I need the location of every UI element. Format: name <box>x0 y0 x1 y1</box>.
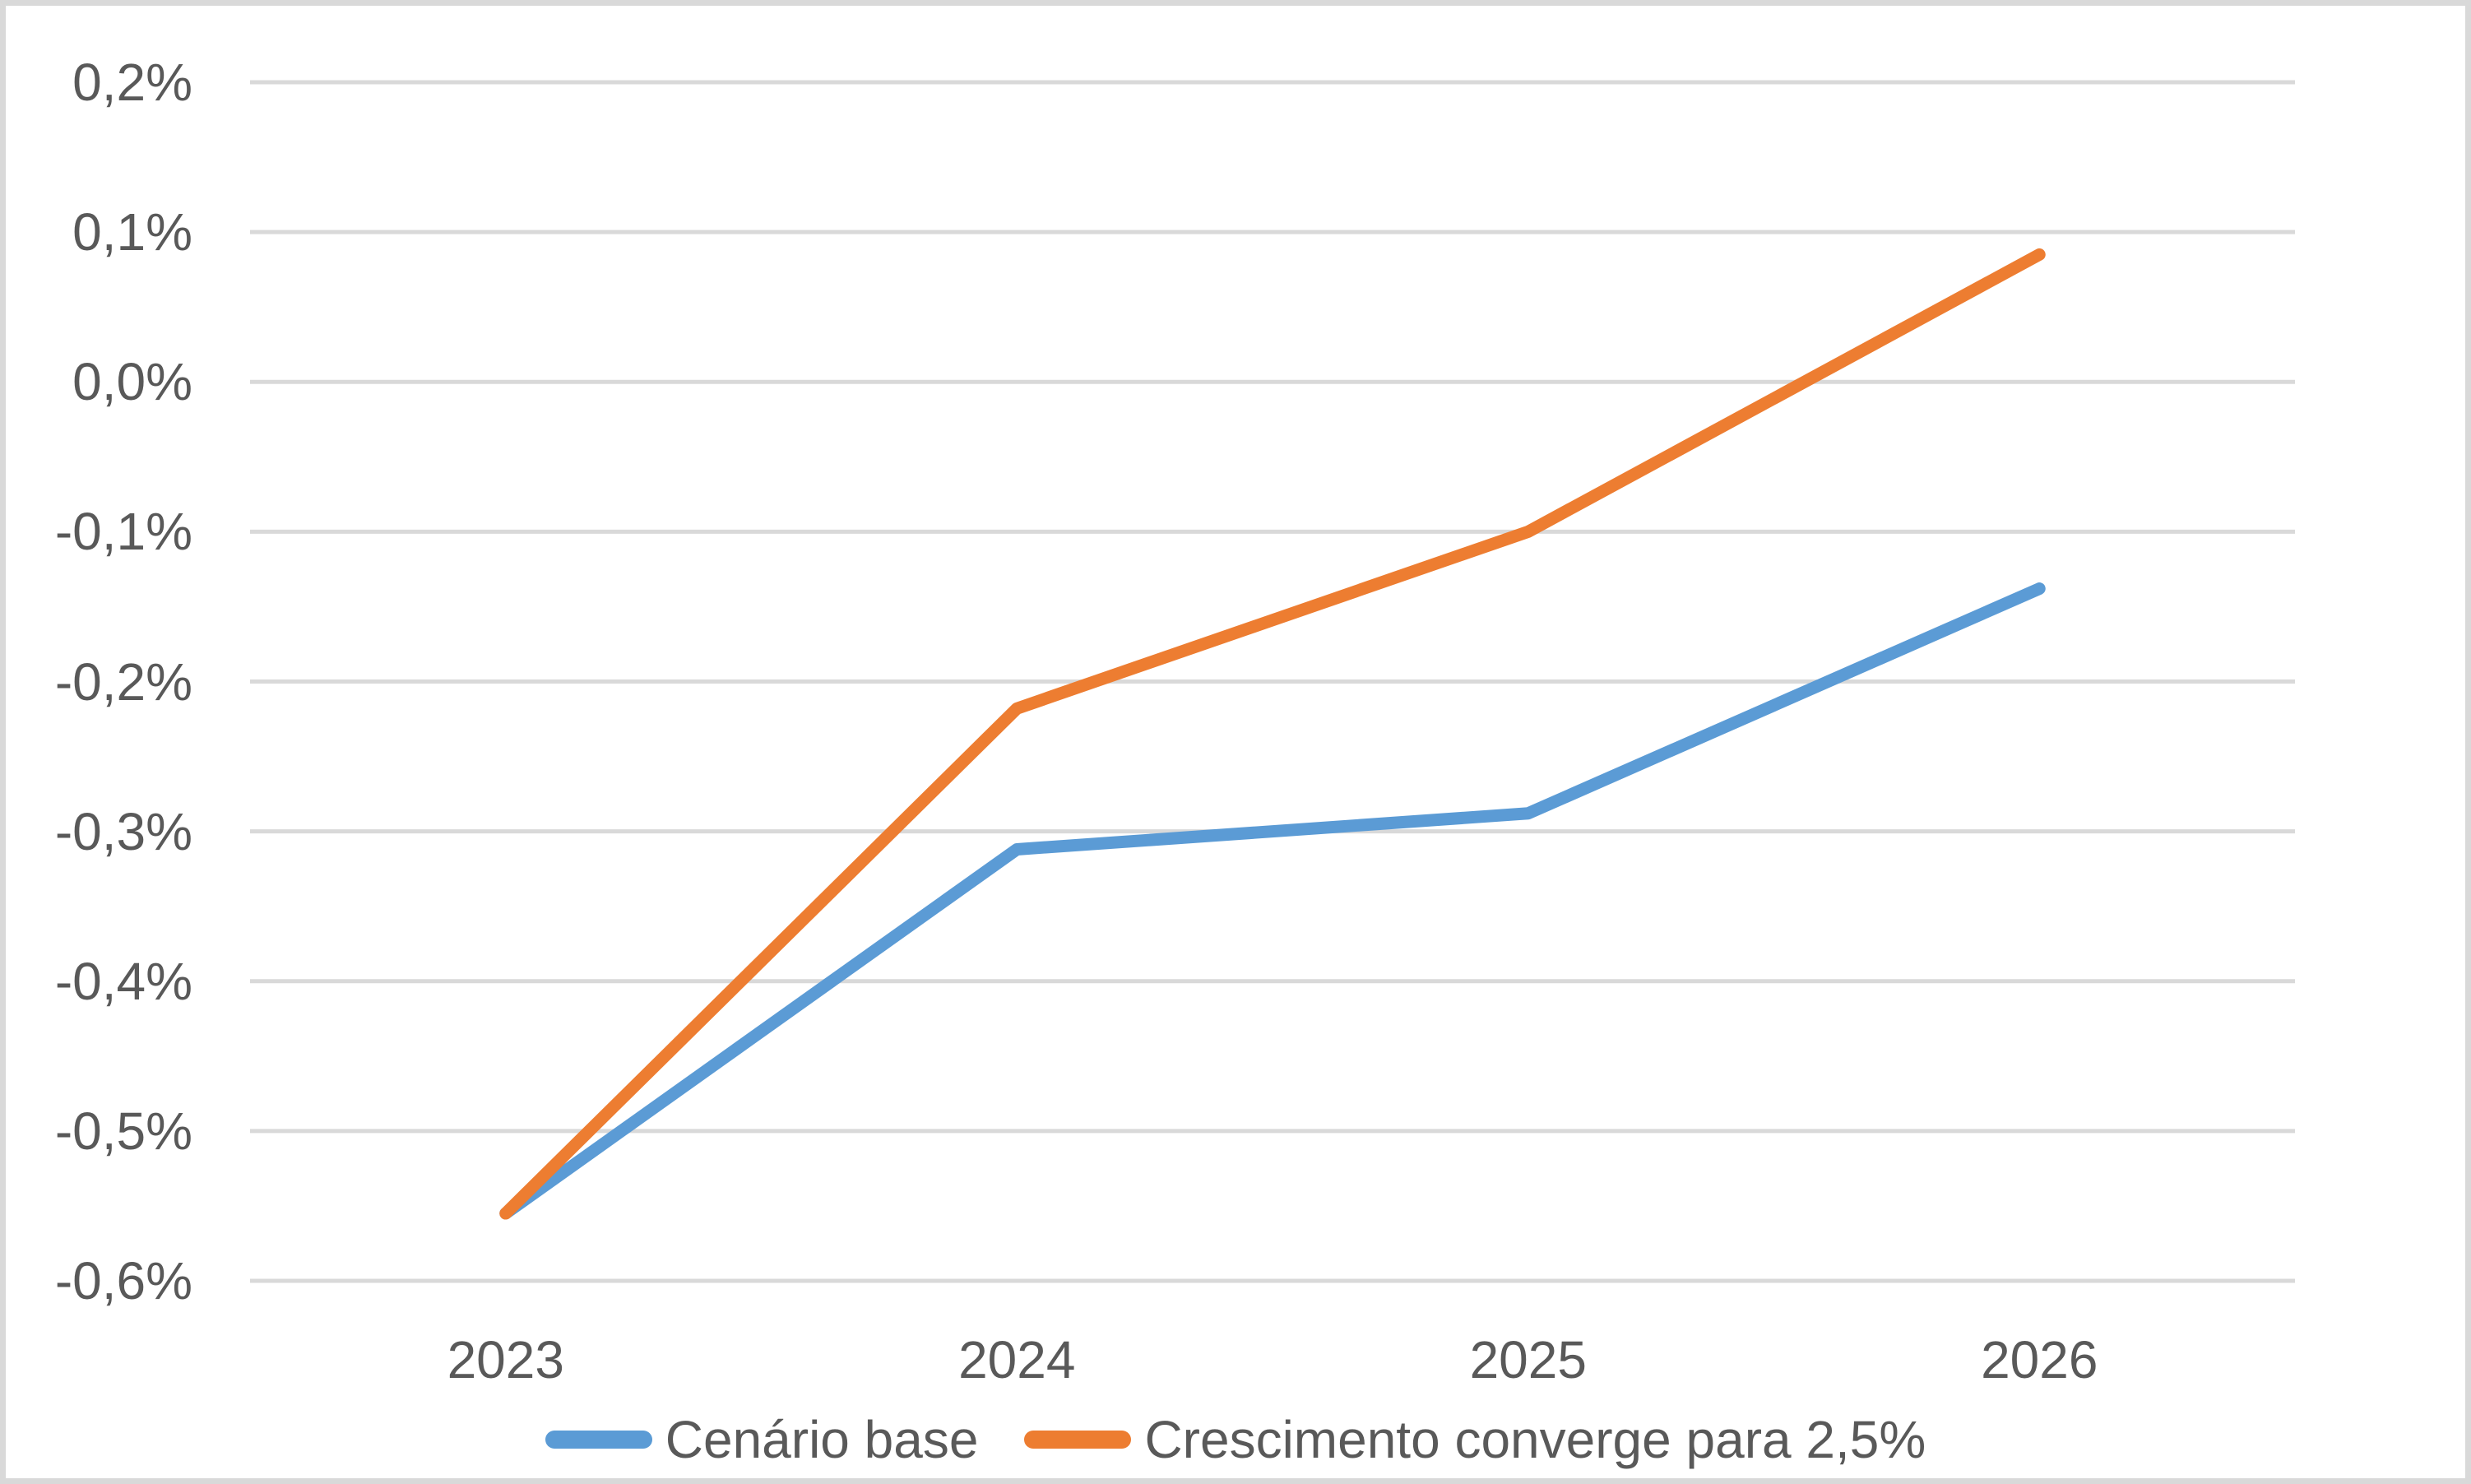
legend-line-swatch-crescimento-converge <box>1024 1431 1132 1449</box>
y-axis-label: -0,1% <box>54 502 192 562</box>
legend: Cenário base Crescimento converge para 2… <box>6 1400 2465 1478</box>
x-axis-label: 2023 <box>447 1330 564 1389</box>
legend-label-crescimento-converge: Crescimento converge para 2,5% <box>1144 1410 1926 1469</box>
x-axis-label: 2024 <box>958 1330 1076 1389</box>
legend-item-crescimento-converge: Crescimento converge para 2,5% <box>1024 1409 1926 1470</box>
y-axis-label: -0,4% <box>54 951 192 1011</box>
y-axis-label: 0,0% <box>72 352 192 412</box>
legend-line-swatch-cenario-base <box>545 1431 652 1449</box>
legend-label-cenario-base: Cenário base <box>665 1410 979 1469</box>
series-line-crescimento-converge <box>499 248 2046 1220</box>
y-axis-label: -0,2% <box>54 652 192 712</box>
series-line-cenario-base <box>499 582 2046 1220</box>
plot-area <box>250 80 2295 1283</box>
y-axis-label: -0,3% <box>54 801 192 861</box>
y-axis-label: 0,1% <box>72 202 192 262</box>
x-axis-label: 2025 <box>1469 1330 1587 1389</box>
legend-item-cenario-base: Cenário base <box>545 1409 979 1470</box>
y-axis-label: -0,5% <box>54 1101 192 1161</box>
y-axis-label: 0,2% <box>72 53 192 112</box>
x-axis-label: 2026 <box>1981 1330 2098 1389</box>
y-axis-label: -0,6% <box>54 1251 192 1310</box>
